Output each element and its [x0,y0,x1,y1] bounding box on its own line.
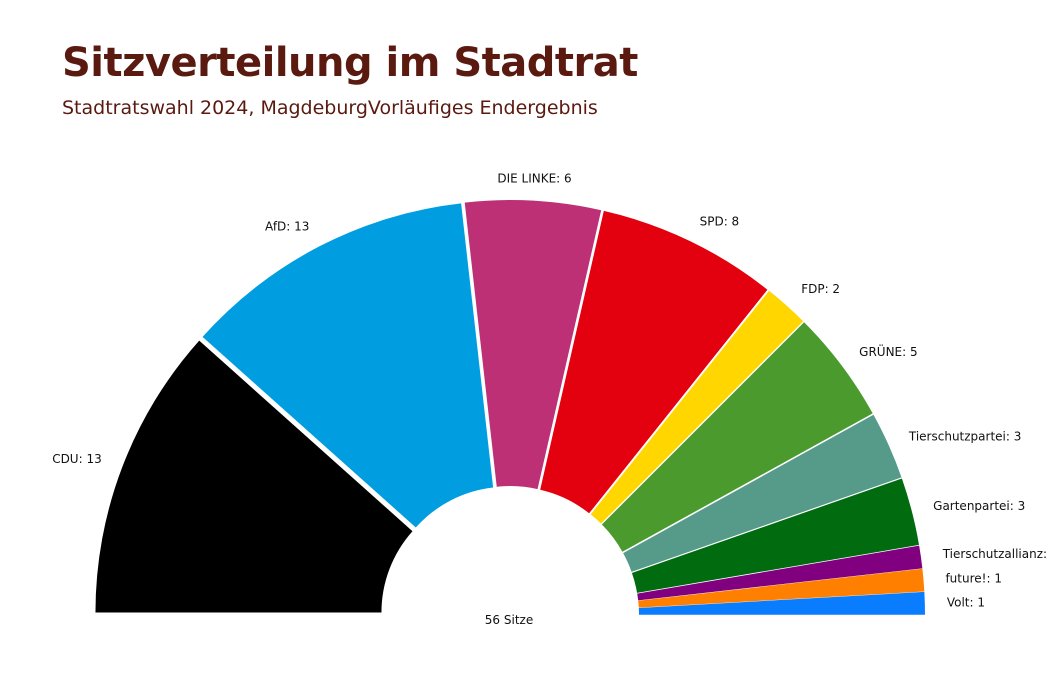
slice-future [638,568,925,608]
chart-labels: CDU: 13 AfD: 13 DIE LINKE: 6 SPD: 8 FDP: 2 GR… [52,172,1048,610]
slice-tierschutzpartei [623,414,902,572]
slice-gartenpartei [631,478,920,593]
slice-label-afd: AfD: 13 [265,220,309,234]
slice-label-cdu: CDU: 13 [52,452,102,466]
chart-subtitle: Stadtratswahl 2024, MagdeburgVorläufiges… [62,97,598,119]
slice-label-die-linke: DIE LINKE: 6 [497,172,571,186]
slice-label-future: future!: 1 [945,571,1002,585]
slice-label-grune: GRÜNE: 5 [859,343,917,359]
slice-label-tierschutzpartei: Tierschutzpartei: 3 [908,430,1022,444]
chart-title: Sitzverteilung im Stadtrat [62,40,638,86]
slice-afd [202,203,494,528]
total-seats-label: 56 Sitze [485,613,533,627]
slice-label-tierschutzallianz: Tierschutzallianz: 1 [942,547,1048,561]
slice-label-gartenpartei: Gartenpartei: 3 [933,499,1025,513]
slice-die-linke [464,200,602,490]
slice-fdp [590,290,804,524]
slice-label-volt: Volt: 1 [947,596,985,610]
chart-slices [95,200,925,615]
slice-label-spd: SPD: 8 [700,214,740,228]
slice-spd [540,210,768,514]
slice-volt [638,591,925,615]
slice-label-fdp: FDP: 2 [801,282,840,296]
slice-tierschutzallianz [637,545,923,601]
slice-grune [601,322,873,552]
slice-cdu [95,340,413,613]
